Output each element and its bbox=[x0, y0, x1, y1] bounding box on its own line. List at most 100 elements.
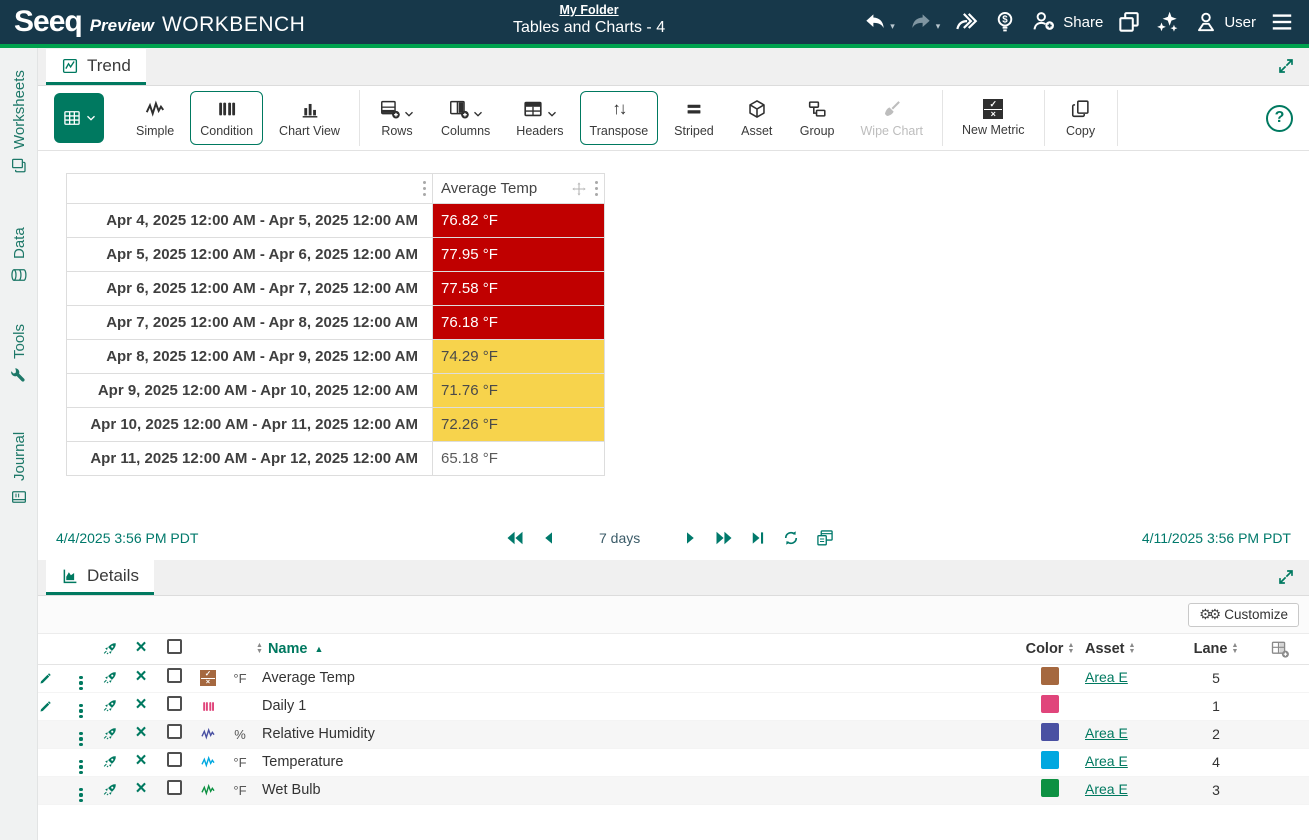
lane-column-header[interactable]: Lane bbox=[1193, 640, 1228, 657]
asset-link[interactable]: Area E bbox=[1085, 781, 1128, 797]
row-checkbox[interactable] bbox=[166, 696, 182, 711]
range-start[interactable]: 4/4/2025 3:56 PM PDT bbox=[56, 530, 199, 546]
rocket-icon[interactable] bbox=[102, 698, 118, 714]
rocket-icon[interactable] bbox=[102, 670, 118, 686]
add-column-icon[interactable] bbox=[1270, 639, 1290, 659]
color-swatch[interactable] bbox=[1041, 666, 1059, 685]
toolbar-button-columns[interactable]: Columns bbox=[431, 91, 500, 145]
toolbar-button-condition[interactable]: Condition bbox=[190, 91, 264, 145]
toolbar-button-copy[interactable]: Copy bbox=[1054, 91, 1108, 145]
toolbar-button-simple[interactable]: Simple bbox=[126, 91, 184, 145]
asset-link[interactable]: Area E bbox=[1085, 669, 1128, 685]
sort-icon[interactable]: ▲ ▼ bbox=[1067, 642, 1075, 655]
forward-history-button[interactable] bbox=[953, 9, 979, 35]
value-column-header[interactable]: Average Temp bbox=[441, 180, 538, 197]
send-all-rocket-icon[interactable] bbox=[102, 641, 118, 657]
sidebar-item-tools[interactable]: Tools bbox=[8, 316, 30, 384]
move-column-icon[interactable] bbox=[571, 181, 587, 197]
asset-link[interactable]: Area E bbox=[1085, 753, 1128, 769]
edit-pencil-icon[interactable] bbox=[38, 671, 68, 686]
rocket-icon[interactable] bbox=[102, 726, 118, 742]
name-column-header[interactable]: Name bbox=[267, 640, 308, 657]
sort-icon[interactable]: ▲ ▼ bbox=[256, 642, 263, 655]
help-button[interactable]: ? bbox=[1266, 104, 1293, 132]
sort-icon[interactable]: ▲ ▼ bbox=[1231, 642, 1239, 655]
trend-expand-icon[interactable] bbox=[1277, 57, 1295, 75]
column-menu-dots-icon[interactable] bbox=[594, 181, 598, 196]
toolbar-button-wipe-chart[interactable]: Wipe Chart bbox=[851, 91, 934, 145]
asset-link[interactable]: Area E bbox=[1085, 725, 1128, 741]
row-checkbox[interactable] bbox=[166, 668, 182, 683]
remove-icon[interactable]: × bbox=[135, 666, 147, 687]
color-swatch[interactable] bbox=[1041, 778, 1059, 797]
column-menu-dots-icon[interactable] bbox=[422, 181, 426, 196]
undo-dropdown-caret[interactable]: ▾ bbox=[890, 21, 895, 31]
toolbar-button-group[interactable]: Group bbox=[790, 91, 845, 145]
toolbar-button-headers[interactable]: Headers bbox=[506, 91, 573, 145]
sidebar-item-worksheets[interactable]: Worksheets bbox=[8, 56, 30, 174]
color-swatch[interactable] bbox=[1041, 694, 1059, 713]
row-checkbox[interactable] bbox=[166, 780, 182, 795]
worksheets-overview-button[interactable] bbox=[1116, 9, 1142, 35]
auto-update-button[interactable] bbox=[782, 529, 800, 547]
toolbar-button-striped[interactable]: Striped bbox=[664, 91, 724, 145]
edit-pencil-icon[interactable] bbox=[38, 699, 68, 714]
row-checkbox[interactable] bbox=[166, 752, 182, 767]
user-menu-button[interactable]: User bbox=[1194, 10, 1256, 34]
redo-dropdown-caret[interactable]: ▾ bbox=[935, 21, 941, 31]
item-menu-dots-icon[interactable] bbox=[79, 731, 83, 747]
rocket-icon[interactable] bbox=[102, 754, 118, 770]
asset-column-header[interactable]: Asset bbox=[1085, 640, 1125, 657]
range-end[interactable]: 4/11/2025 3:56 PM PDT bbox=[1141, 530, 1291, 546]
color-swatch[interactable] bbox=[1041, 722, 1059, 741]
item-menu-dots-icon[interactable] bbox=[79, 787, 83, 803]
item-name[interactable]: Average Temp bbox=[256, 664, 1015, 693]
select-all-checkbox[interactable] bbox=[166, 638, 182, 654]
row-checkbox[interactable] bbox=[166, 724, 182, 739]
ai-assistant-button[interactable] bbox=[1155, 9, 1181, 35]
remove-all-icon[interactable]: × bbox=[135, 636, 147, 658]
remove-icon[interactable]: × bbox=[135, 778, 147, 799]
step-forward-half-button[interactable] bbox=[681, 529, 699, 547]
toolbar-button-rows[interactable]: Rows bbox=[369, 91, 425, 145]
tab-details[interactable]: Details bbox=[46, 559, 154, 595]
share-button[interactable]: Share bbox=[1031, 9, 1103, 35]
toolbar-button-asset[interactable]: Asset bbox=[730, 91, 784, 145]
step-to-end-button[interactable] bbox=[749, 529, 767, 547]
remove-icon[interactable]: × bbox=[135, 750, 147, 771]
details-expand-icon[interactable] bbox=[1277, 568, 1295, 586]
toolbar-button-new-metric[interactable]: ✓ × New Metric bbox=[962, 99, 1025, 137]
duration-label[interactable]: 7 days bbox=[599, 530, 641, 546]
trend-tab-label: Trend bbox=[87, 56, 131, 75]
seeq-logo[interactable]: Seeq Preview WORKBENCH bbox=[14, 5, 305, 39]
color-swatch[interactable] bbox=[1041, 750, 1059, 769]
step-forward-full-button[interactable] bbox=[714, 528, 734, 548]
view-selector-button[interactable] bbox=[54, 93, 104, 143]
hamburger-menu-button[interactable] bbox=[1269, 9, 1295, 35]
step-back-full-button[interactable] bbox=[505, 528, 525, 548]
item-name[interactable]: Wet Bulb bbox=[256, 776, 1015, 805]
redo-button[interactable]: ▾ bbox=[908, 9, 941, 35]
customize-button[interactable]: ⚙⚙ Customize bbox=[1188, 602, 1299, 627]
remove-icon[interactable]: × bbox=[135, 722, 147, 743]
item-name[interactable]: Daily 1 bbox=[256, 692, 1015, 721]
undo-button[interactable]: ▾ bbox=[862, 9, 895, 35]
item-name[interactable]: Relative Humidity bbox=[256, 720, 1015, 749]
tab-trend[interactable]: Trend bbox=[46, 49, 146, 85]
value-capture-icon[interactable] bbox=[992, 9, 1018, 35]
item-menu-dots-icon[interactable] bbox=[79, 675, 83, 691]
rocket-icon[interactable] bbox=[102, 782, 118, 798]
sidebar-item-journal[interactable]: Journal bbox=[8, 418, 30, 506]
item-menu-dots-icon[interactable] bbox=[79, 759, 83, 775]
sidebar-item-data[interactable]: Data bbox=[8, 220, 30, 284]
toolbar-button-chart-view[interactable]: Chart View bbox=[269, 91, 350, 145]
breadcrumb[interactable]: My Folder bbox=[559, 3, 619, 17]
item-menu-dots-icon[interactable] bbox=[79, 703, 83, 719]
copy-time-range-button[interactable] bbox=[815, 528, 835, 548]
item-name[interactable]: Temperature bbox=[256, 748, 1015, 777]
remove-icon[interactable]: × bbox=[135, 694, 147, 715]
toolbar-button-transpose[interactable]: ↑↓ Transpose bbox=[579, 91, 659, 145]
step-back-half-button[interactable] bbox=[540, 529, 558, 547]
color-column-header[interactable]: Color bbox=[1025, 640, 1064, 657]
sort-icon[interactable]: ▲ ▼ bbox=[1128, 642, 1136, 655]
